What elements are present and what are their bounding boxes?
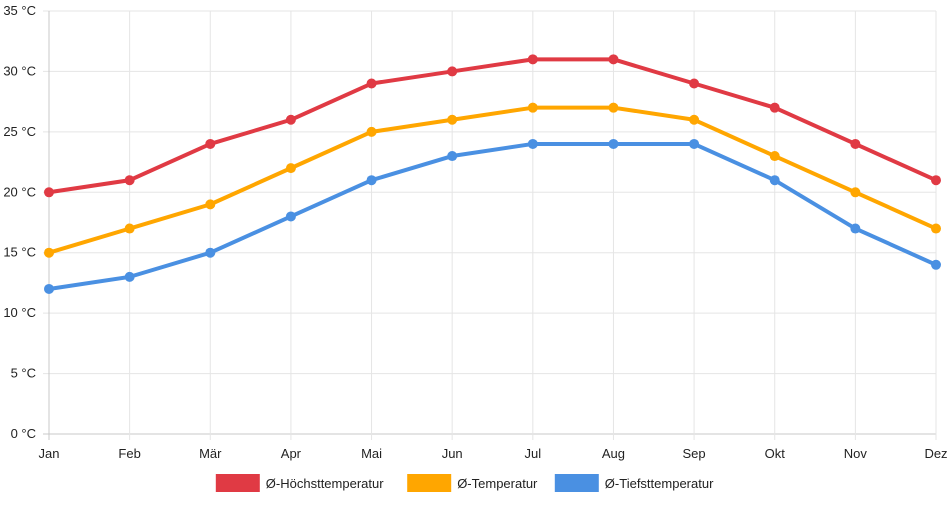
data-point[interactable]: [608, 102, 619, 113]
series-group: [44, 54, 941, 198]
axes: 0 °C 5 °C 10 °C 15 °C 20 °C 25 °C 30 °C 35 °C Ja…: [3, 3, 947, 461]
data-point[interactable]: [205, 199, 216, 210]
x-tick-label: Jan: [39, 446, 60, 461]
data-point[interactable]: [285, 114, 296, 125]
x-tick-label: Nov: [844, 446, 868, 461]
data-point[interactable]: [850, 138, 861, 149]
legend-item[interactable]: Ø-Tiefsttemperatur: [554, 474, 714, 492]
data-point[interactable]: [850, 223, 861, 234]
data-point[interactable]: [931, 259, 941, 270]
y-tick-label: 35 °C: [3, 3, 36, 18]
data-point[interactable]: [285, 163, 296, 174]
x-tick-label: Aug: [602, 446, 625, 461]
x-tick-label: Feb: [118, 446, 140, 461]
series-group: [44, 102, 941, 258]
data-point[interactable]: [769, 175, 780, 186]
x-tick-label: Sep: [683, 446, 706, 461]
x-tick-label: Jul: [525, 446, 542, 461]
data-point[interactable]: [608, 54, 619, 65]
data-point[interactable]: [44, 247, 54, 258]
data-point[interactable]: [447, 114, 458, 125]
series-group: [44, 138, 941, 294]
y-tick-label: 20 °C: [3, 184, 36, 199]
data-point[interactable]: [527, 138, 538, 149]
data-point[interactable]: [447, 66, 458, 77]
x-tick-label: Mär: [199, 446, 222, 461]
data-point[interactable]: [205, 247, 216, 258]
data-point[interactable]: [44, 283, 54, 294]
y-tick-label: 5 °C: [11, 366, 36, 381]
y-tick-label: 10 °C: [3, 305, 36, 320]
data-point[interactable]: [689, 78, 700, 89]
legend-swatch: [215, 474, 260, 492]
series-lines: [44, 54, 941, 294]
data-point[interactable]: [931, 223, 941, 234]
y-tick-label: 0 °C: [11, 426, 36, 441]
data-point[interactable]: [447, 151, 458, 162]
x-tick-label: Apr: [281, 446, 302, 461]
series-line: [47, 105, 938, 255]
legend-label: Ø-Höchsttemperatur: [266, 476, 384, 491]
data-point[interactable]: [689, 114, 700, 125]
data-point[interactable]: [527, 54, 538, 65]
data-point[interactable]: [124, 175, 135, 186]
data-point[interactable]: [608, 138, 619, 149]
grid-lines: [43, 10, 937, 440]
data-point[interactable]: [366, 175, 377, 186]
data-point[interactable]: [366, 78, 377, 89]
legend-item[interactable]: Ø-Temperatur: [407, 474, 538, 492]
data-point[interactable]: [850, 187, 861, 198]
legend-swatch: [554, 474, 599, 492]
data-point[interactable]: [205, 138, 216, 149]
data-point[interactable]: [124, 271, 135, 282]
legend-label: Ø-Temperatur: [457, 476, 538, 491]
data-point[interactable]: [769, 151, 780, 162]
legend-item[interactable]: Ø-Höchsttemperatur: [215, 474, 384, 492]
data-point[interactable]: [124, 223, 135, 234]
x-tick-label: Mai: [361, 446, 382, 461]
data-point[interactable]: [366, 126, 377, 137]
y-tick-label: 30 °C: [3, 63, 36, 78]
series-line: [47, 57, 938, 195]
y-tick-label: 15 °C: [3, 245, 36, 260]
data-point[interactable]: [769, 102, 780, 113]
legend: Ø-Höchsttemperatur Ø-Temperatur Ø-Tiefstte…: [215, 474, 714, 492]
legend-label: Ø-Tiefsttemperatur: [605, 476, 714, 491]
x-tick-label: Okt: [765, 446, 786, 461]
data-point[interactable]: [931, 175, 941, 186]
series-line: [47, 141, 938, 291]
data-point[interactable]: [689, 138, 700, 149]
data-point[interactable]: [527, 102, 538, 113]
x-tick-label: Jun: [442, 446, 463, 461]
y-tick-label: 25 °C: [3, 124, 36, 139]
legend-swatch: [407, 474, 452, 492]
data-point[interactable]: [285, 211, 296, 222]
data-point[interactable]: [44, 187, 54, 198]
x-tick-label: Dez: [924, 446, 947, 461]
